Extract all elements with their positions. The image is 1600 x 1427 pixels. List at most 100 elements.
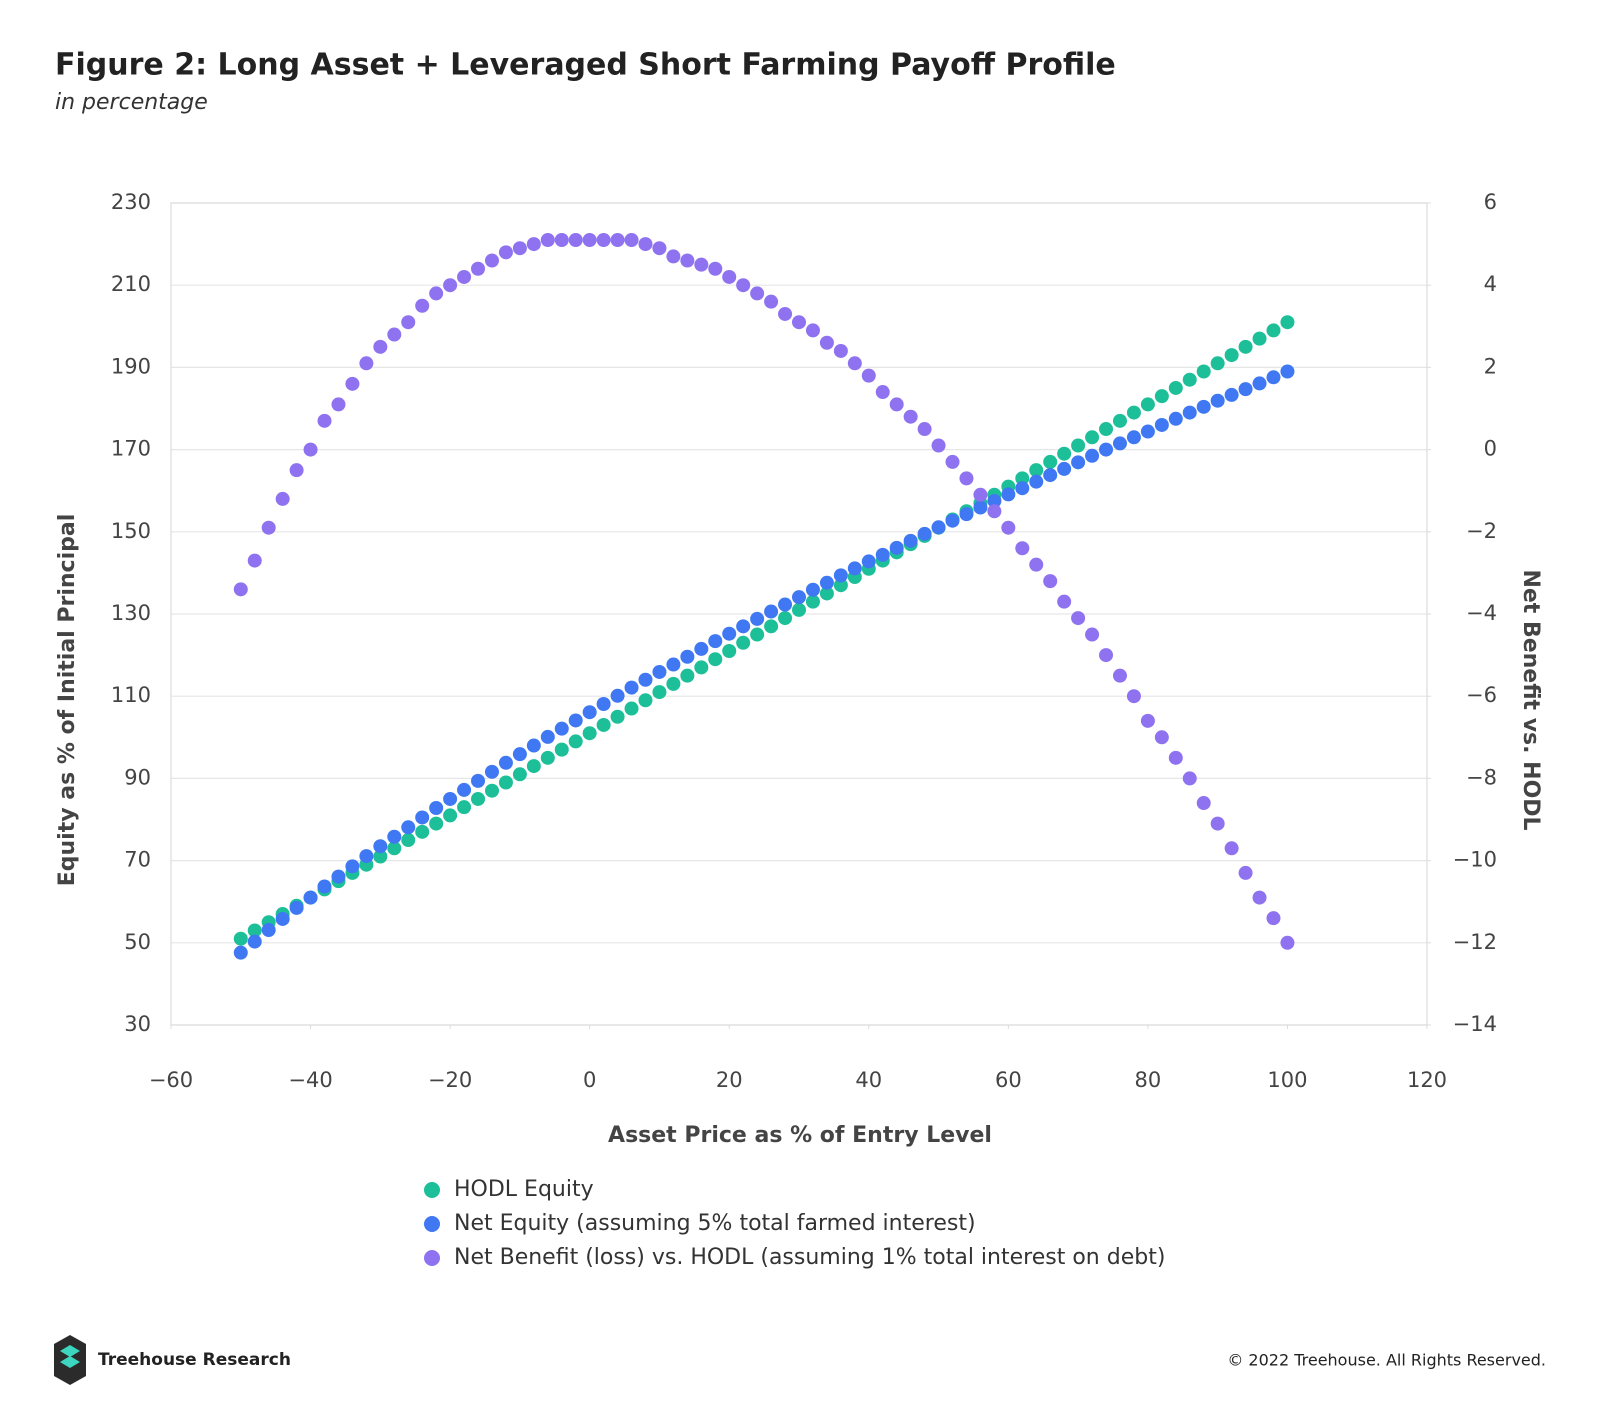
point bbox=[471, 791, 486, 806]
point bbox=[973, 500, 988, 515]
point bbox=[652, 664, 667, 679]
point bbox=[1224, 348, 1239, 363]
point bbox=[484, 783, 499, 798]
point bbox=[1140, 397, 1155, 412]
point bbox=[680, 253, 695, 268]
point bbox=[722, 626, 737, 641]
point bbox=[889, 540, 904, 555]
legend-label: Net Equity (assuming 5% total farmed int… bbox=[454, 1211, 976, 1236]
point bbox=[554, 232, 569, 247]
point bbox=[917, 422, 932, 437]
logo bbox=[54, 1335, 86, 1385]
point bbox=[903, 533, 918, 548]
point bbox=[498, 775, 513, 790]
y-tick-label: 210 bbox=[111, 272, 151, 296]
point bbox=[778, 306, 793, 321]
point bbox=[805, 323, 820, 338]
point bbox=[261, 520, 276, 535]
point bbox=[1112, 413, 1127, 428]
y-tick-label: 150 bbox=[111, 519, 151, 543]
point bbox=[861, 554, 876, 569]
legend-marker bbox=[424, 1182, 440, 1198]
point bbox=[415, 298, 430, 313]
point bbox=[833, 568, 848, 583]
point bbox=[331, 869, 346, 884]
point bbox=[317, 413, 332, 428]
y2-tick-label: −4 bbox=[1466, 601, 1497, 625]
x-tick-label: 60 bbox=[995, 1068, 1022, 1092]
point bbox=[1029, 557, 1044, 572]
point bbox=[247, 923, 262, 938]
point bbox=[568, 734, 583, 749]
x-tick-label: 20 bbox=[716, 1068, 743, 1092]
point bbox=[1224, 387, 1239, 402]
point bbox=[931, 520, 946, 535]
point bbox=[1210, 356, 1225, 371]
point bbox=[289, 900, 304, 915]
point bbox=[233, 582, 248, 597]
point bbox=[875, 547, 890, 562]
point bbox=[1043, 574, 1058, 589]
point bbox=[1280, 315, 1295, 330]
point bbox=[1266, 911, 1281, 926]
point bbox=[1140, 424, 1155, 439]
point bbox=[736, 278, 751, 293]
x-tick-label: 100 bbox=[1267, 1068, 1307, 1092]
point bbox=[1112, 436, 1127, 451]
point bbox=[931, 438, 946, 453]
point bbox=[1196, 364, 1211, 379]
point bbox=[610, 688, 625, 703]
point bbox=[889, 397, 904, 412]
point bbox=[764, 604, 779, 619]
point bbox=[778, 611, 793, 626]
copyright: © 2022 Treehouse. All Rights Reserved. bbox=[1227, 1351, 1546, 1370]
point bbox=[1210, 816, 1225, 831]
point bbox=[387, 327, 402, 342]
x-tick-label: −40 bbox=[288, 1068, 332, 1092]
point bbox=[694, 660, 709, 675]
point bbox=[987, 493, 1002, 508]
point bbox=[415, 824, 430, 839]
point bbox=[1085, 627, 1100, 642]
y-tick-label: 90 bbox=[124, 765, 151, 789]
point bbox=[819, 335, 834, 350]
point bbox=[847, 356, 862, 371]
y-tick-label: 230 bbox=[111, 190, 151, 214]
point bbox=[498, 755, 513, 770]
point bbox=[1099, 648, 1114, 663]
point bbox=[652, 241, 667, 256]
point bbox=[1029, 463, 1044, 478]
point bbox=[1154, 417, 1169, 432]
point bbox=[303, 442, 318, 457]
x-tick-label: −60 bbox=[149, 1068, 193, 1092]
point bbox=[568, 713, 583, 728]
point bbox=[1252, 890, 1267, 905]
point bbox=[750, 611, 765, 626]
point bbox=[429, 286, 444, 301]
point bbox=[903, 409, 918, 424]
point bbox=[1029, 474, 1044, 489]
point bbox=[847, 561, 862, 576]
point bbox=[1057, 594, 1072, 609]
point bbox=[1168, 411, 1183, 426]
point bbox=[833, 578, 848, 593]
point bbox=[722, 643, 737, 658]
point bbox=[512, 241, 527, 256]
legend-label: Net Benefit (loss) vs. HODL (assuming 1%… bbox=[454, 1245, 1165, 1270]
point bbox=[1182, 405, 1197, 420]
point bbox=[610, 232, 625, 247]
point bbox=[1043, 468, 1058, 483]
point bbox=[1099, 422, 1114, 437]
point bbox=[1071, 611, 1086, 626]
plot-frame bbox=[170, 202, 1428, 1026]
point bbox=[1252, 331, 1267, 346]
point bbox=[401, 315, 416, 330]
point bbox=[1043, 454, 1058, 469]
point bbox=[443, 278, 458, 293]
y2-tick-label: −8 bbox=[1466, 765, 1497, 789]
x-tick-label: 0 bbox=[583, 1068, 596, 1092]
point bbox=[638, 693, 653, 708]
point bbox=[1126, 689, 1141, 704]
point bbox=[387, 829, 402, 844]
